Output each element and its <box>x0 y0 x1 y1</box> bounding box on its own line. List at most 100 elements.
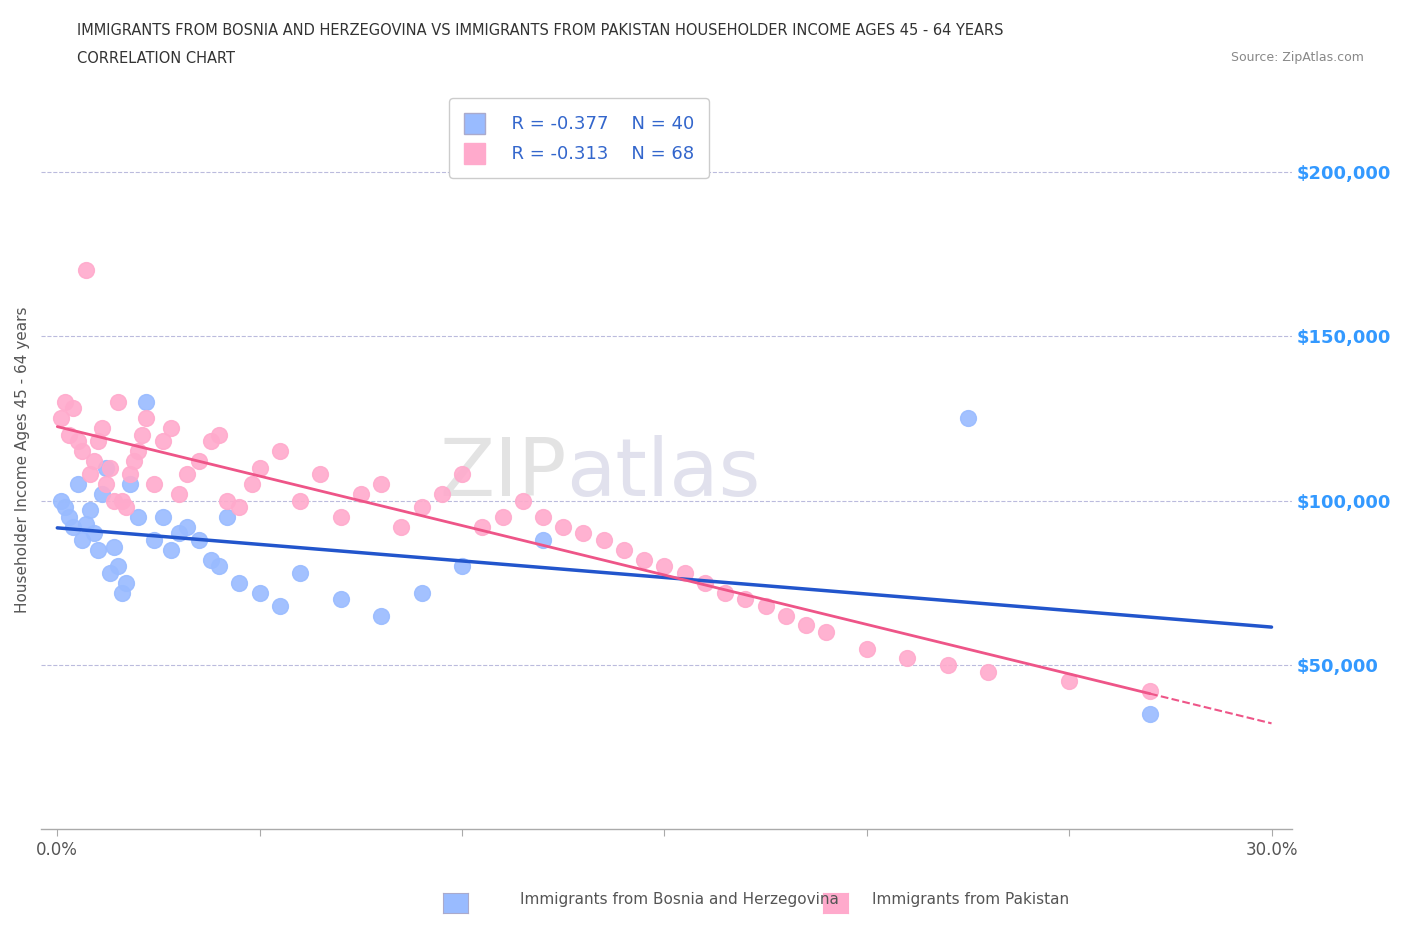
Text: atlas: atlas <box>567 435 761 513</box>
Point <box>94 460 117 475</box>
Point <box>70 444 93 458</box>
Point <box>79 467 101 482</box>
Point <box>58 427 80 442</box>
Point <box>370 608 392 623</box>
Point <box>188 533 211 548</box>
Point <box>755 598 778 613</box>
Point <box>66 476 89 491</box>
Point <box>309 467 332 482</box>
Point <box>572 526 595 541</box>
Text: Source: ZipAtlas.com: Source: ZipAtlas.com <box>1230 51 1364 64</box>
Point <box>329 510 352 525</box>
Point <box>794 618 817 633</box>
Point <box>103 493 125 508</box>
Point <box>430 486 453 501</box>
Point <box>350 486 373 501</box>
Point <box>936 658 959 672</box>
Point <box>152 510 174 525</box>
Text: Immigrants from Bosnia and Herzegovina: Immigrants from Bosnia and Herzegovina <box>520 892 839 907</box>
Point <box>855 641 877 656</box>
Point <box>111 493 134 508</box>
Point <box>217 510 239 525</box>
Point <box>98 460 121 475</box>
Point <box>120 467 142 482</box>
Point <box>775 608 797 623</box>
Point <box>135 411 157 426</box>
Point <box>83 454 105 469</box>
Point <box>471 519 494 534</box>
Point <box>451 467 474 482</box>
Point <box>87 434 110 449</box>
Point <box>512 493 534 508</box>
Point <box>167 486 190 501</box>
Text: CORRELATION CHART: CORRELATION CHART <box>77 51 235 66</box>
Text: Immigrants from Pakistan: Immigrants from Pakistan <box>872 892 1069 907</box>
Point <box>75 263 97 278</box>
Point <box>98 565 121 580</box>
Point <box>613 542 636 557</box>
Point <box>62 401 84 416</box>
Point <box>977 664 1000 679</box>
Point <box>90 486 112 501</box>
Point <box>188 454 211 469</box>
Point <box>167 526 190 541</box>
Point <box>411 585 433 600</box>
Point <box>51 411 73 426</box>
Point <box>90 420 112 435</box>
Point <box>208 427 231 442</box>
Point <box>87 542 110 557</box>
Point <box>228 499 250 514</box>
Point <box>269 444 291 458</box>
Point <box>228 576 250 591</box>
Point <box>531 510 554 525</box>
Point <box>329 591 352 606</box>
Point <box>288 565 311 580</box>
Point <box>143 476 166 491</box>
Point <box>159 420 181 435</box>
Y-axis label: Householder Income Ages 45 - 64 years: Householder Income Ages 45 - 64 years <box>15 306 30 613</box>
Point <box>135 394 157 409</box>
Point <box>249 460 271 475</box>
Point <box>411 499 433 514</box>
Point <box>176 519 198 534</box>
Point <box>673 565 696 580</box>
Point <box>200 434 222 449</box>
Point <box>896 651 918 666</box>
Point <box>122 454 145 469</box>
Point <box>654 559 676 574</box>
Point <box>249 585 271 600</box>
Point <box>1139 707 1161 722</box>
Point <box>55 394 77 409</box>
Point <box>389 519 412 534</box>
Point <box>75 516 97 531</box>
Point <box>531 533 554 548</box>
Point <box>79 503 101 518</box>
Point <box>70 533 93 548</box>
Point <box>217 493 239 508</box>
Legend:   R = -0.377    N = 40,   R = -0.313    N = 68: R = -0.377 N = 40, R = -0.313 N = 68 <box>450 99 709 178</box>
Point <box>94 476 117 491</box>
Point <box>370 476 392 491</box>
Point <box>103 539 125 554</box>
Point <box>734 591 756 606</box>
Point <box>111 585 134 600</box>
Point <box>55 499 77 514</box>
Text: ZIP: ZIP <box>439 435 567 513</box>
Point <box>1139 684 1161 698</box>
Point <box>83 526 105 541</box>
Point <box>176 467 198 482</box>
Point <box>115 576 138 591</box>
Point <box>159 542 181 557</box>
Point <box>956 411 979 426</box>
Point <box>269 598 291 613</box>
Point <box>288 493 311 508</box>
Point <box>107 559 129 574</box>
Point <box>143 533 166 548</box>
Point <box>240 476 263 491</box>
Point <box>451 559 474 574</box>
Point <box>107 394 129 409</box>
Point <box>62 519 84 534</box>
Point <box>58 510 80 525</box>
Point <box>714 585 737 600</box>
Point <box>633 552 655 567</box>
